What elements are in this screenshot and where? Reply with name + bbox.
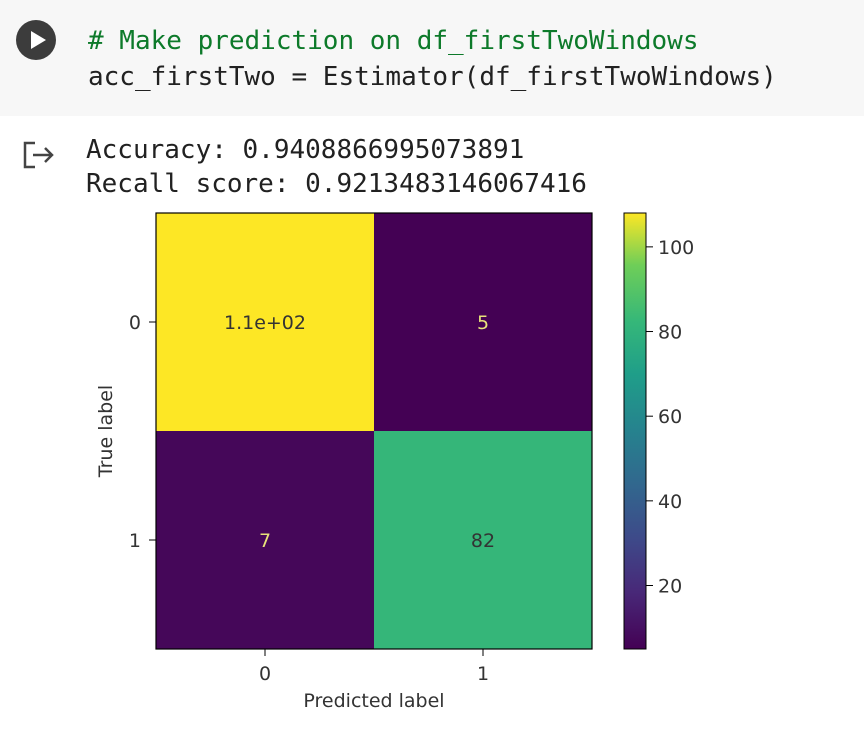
colorbar-tick-label: 80 bbox=[658, 322, 682, 344]
code-cell[interactable]: # Make prediction on df_firstTwoWindows … bbox=[0, 0, 864, 116]
cell-value-label: 1.1e+02 bbox=[224, 312, 306, 334]
colorbar-tick-label: 60 bbox=[658, 406, 682, 428]
matrix-cell bbox=[374, 431, 592, 649]
matrix-cell bbox=[156, 213, 374, 431]
run-cell-button[interactable] bbox=[16, 20, 56, 60]
matrix-frame bbox=[155, 212, 593, 650]
x-axis-label: Predicted label bbox=[303, 690, 444, 712]
cell-value-label: 82 bbox=[471, 530, 495, 552]
code-comment-line[interactable]: # Make prediction on df_firstTwoWindows bbox=[88, 26, 699, 56]
cell-value-label: 7 bbox=[259, 530, 271, 552]
x-tick-label: 0 bbox=[259, 663, 271, 685]
colorbar-tick-label: 100 bbox=[658, 237, 694, 259]
colorbar-tick-label: 20 bbox=[658, 576, 682, 598]
cell-value-label: 5 bbox=[477, 312, 489, 334]
play-icon bbox=[31, 31, 46, 49]
y-tick-label: 1 bbox=[129, 530, 141, 552]
colorbar bbox=[623, 212, 647, 650]
y-axis-label: True label bbox=[95, 385, 117, 478]
output-clear-icon[interactable] bbox=[22, 140, 56, 170]
accuracy-output: Accuracy: 0.9408866995073891 bbox=[86, 135, 525, 165]
colorbar-tick-label: 40 bbox=[658, 491, 682, 513]
matrix-cell bbox=[156, 431, 374, 649]
code-statement-line[interactable]: acc_firstTwo = Estimator(df_firstTwoWind… bbox=[88, 62, 777, 92]
x-tick-label: 1 bbox=[477, 663, 489, 685]
matrix-cell bbox=[374, 213, 592, 431]
recall-output: Recall score: 0.9213483146067416 bbox=[86, 169, 587, 199]
y-tick-label: 0 bbox=[129, 312, 141, 334]
